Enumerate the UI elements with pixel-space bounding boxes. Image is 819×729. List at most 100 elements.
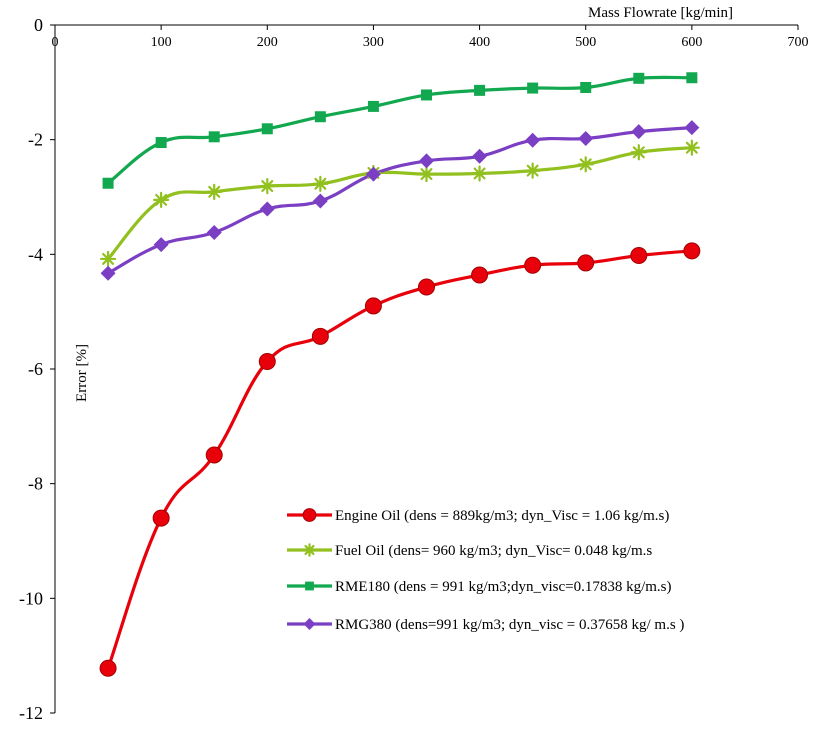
data-point: [630, 144, 647, 161]
legend-marker: [305, 581, 314, 591]
axes: 0 100 200 300 400 500 600 700 0 -2 -4 -6 -8 -10 -12: [19, 15, 809, 723]
data-point: [367, 100, 379, 112]
legend-marker: [302, 543, 317, 557]
data-point: [421, 89, 432, 101]
data-point-shape: [153, 237, 169, 253]
data-point: [153, 191, 170, 208]
data-point: [683, 242, 701, 260]
x-tick-label: 600: [681, 35, 702, 50]
data-point: [472, 148, 488, 164]
data-point-shape: [472, 148, 488, 164]
data-point: [580, 81, 592, 93]
data-point: [471, 165, 488, 182]
x-tick-label: 300: [363, 35, 384, 50]
series-line-4: [107, 126, 693, 275]
data-point: [577, 156, 594, 173]
data-point-shape: [102, 177, 114, 189]
data-point-shape: [421, 89, 432, 101]
data-point-shape: [633, 72, 645, 84]
data-point-shape: [524, 256, 542, 274]
x-tick-label: 200: [257, 35, 278, 50]
y-axis-title: Error [%]: [74, 344, 90, 402]
data-point-shape: [630, 246, 648, 264]
data-point: [261, 123, 273, 135]
data-point-shape: [206, 225, 222, 241]
data-point: [365, 166, 381, 182]
x-tick-label: 0: [52, 35, 59, 50]
data-point-shape: [155, 137, 167, 149]
data-point: [683, 139, 700, 156]
data-point-shape: [152, 509, 170, 527]
data-point: [630, 246, 648, 264]
data-point: [633, 72, 645, 84]
data-point-shape: [525, 132, 541, 148]
data-point: [206, 225, 222, 241]
x-tick-label: 500: [575, 35, 596, 50]
data-point: [314, 111, 326, 123]
data-point: [364, 297, 382, 315]
legend-label: Fuel Oil (dens= 960 kg/m3; dyn_Visc= 0.0…: [335, 543, 652, 559]
x-tick-label: 100: [151, 35, 172, 50]
data-point: [525, 132, 541, 148]
data-point-shape: [419, 153, 434, 169]
data-point: [578, 131, 594, 147]
legend-label: RMG380 (dens=991 kg/m3; dyn_visc = 0.376…: [335, 617, 684, 633]
data-point-shape: [471, 266, 489, 284]
data-point: [99, 659, 117, 677]
data-point: [686, 72, 698, 84]
data-point: [631, 124, 647, 140]
data-point-shape: [311, 327, 329, 345]
data-point: [311, 327, 329, 345]
data-point: [259, 178, 276, 195]
y-tick-label: -10: [19, 588, 43, 608]
x-tick-label: 400: [469, 35, 490, 50]
data-point: [418, 165, 435, 183]
legend-marker-shape: [305, 581, 314, 591]
data-point-shape: [418, 278, 435, 296]
data-point: [153, 237, 169, 253]
data-point: [684, 120, 700, 136]
data-point-shape: [100, 265, 116, 281]
data-point: [471, 266, 489, 284]
data-point: [102, 177, 114, 189]
x-axis-title: Mass Flowrate [kg/min]: [588, 5, 733, 21]
legend-marker: [302, 508, 317, 522]
data-point-shape: [258, 353, 276, 371]
y-tick-label: -6: [28, 359, 43, 379]
data-point-shape: [474, 84, 486, 96]
data-point-shape: [99, 659, 117, 677]
data-point: [208, 131, 220, 143]
data-point: [99, 250, 117, 268]
legend-marker: [303, 618, 316, 630]
data-point: [577, 254, 595, 272]
legend: Engine Oil (dens = 889kg/m3; dyn_Visc = …: [287, 508, 684, 633]
data-point-shape: [683, 242, 701, 260]
data-point: [258, 353, 276, 371]
data-point: [312, 193, 328, 209]
data-point-shape: [312, 193, 328, 209]
series-markers: [99, 72, 701, 677]
data-point: [206, 183, 223, 200]
y-tick-label: -2: [28, 130, 43, 150]
data-point-shape: [684, 120, 700, 136]
data-point-shape: [205, 446, 223, 464]
data-point-shape: [631, 124, 647, 140]
y-tick-label: -4: [28, 244, 43, 264]
legend-label: Engine Oil (dens = 889kg/m3; dyn_Visc = …: [335, 508, 669, 524]
legend-label: RME180 (dens = 991 kg/m3;dyn_visc=0.1783…: [335, 579, 672, 595]
data-point-shape: [208, 131, 220, 143]
data-point-shape: [527, 82, 539, 94]
data-point-shape: [577, 254, 595, 272]
data-point: [474, 84, 486, 96]
data-point-shape: [580, 81, 592, 93]
data-point-shape: [259, 201, 275, 217]
data-point: [419, 153, 434, 169]
data-point-shape: [365, 166, 381, 182]
y-tick-label: 0: [34, 15, 43, 35]
data-point: [259, 201, 275, 217]
data-point-shape: [314, 111, 326, 123]
legend-marker-shape: [303, 618, 316, 630]
data-point: [205, 446, 223, 464]
data-point: [152, 509, 170, 527]
